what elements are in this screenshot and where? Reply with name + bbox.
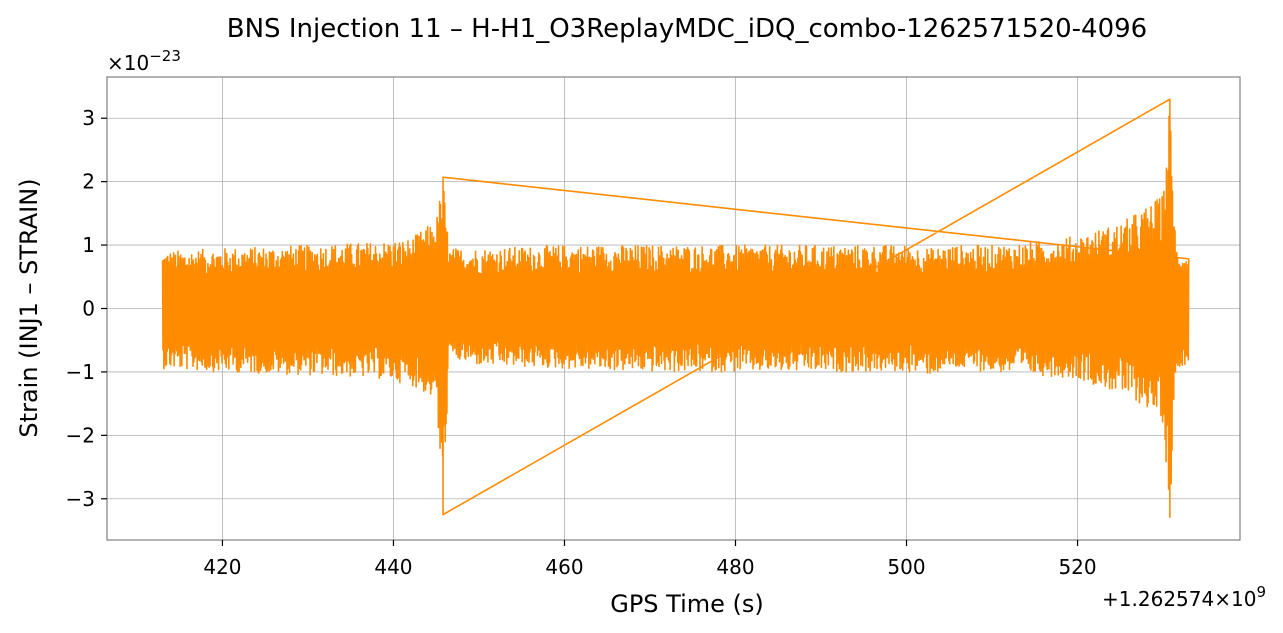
x-offset-base: +1.262574×10 [1102, 587, 1256, 611]
x-tick-label: 440 [374, 555, 412, 579]
chart-title: BNS Injection 11 – H-H1_O3ReplayMDC_iDQ_… [227, 14, 1147, 44]
x-tick-label: 420 [203, 555, 241, 579]
x-axis-label: GPS Time (s) [610, 590, 764, 618]
x-tick-label: 520 [1058, 555, 1096, 579]
x-offset: +1.262574×109 [1102, 583, 1266, 611]
y-tick-label: −3 [66, 487, 95, 511]
y-tick-label: 3 [82, 106, 95, 130]
y-tick-label: 1 [82, 233, 95, 257]
ticks: 420 440 460 480 500 520 −3 −2 −1 0 1 2 3 [66, 106, 1097, 579]
y-scale-base: ×10 [107, 51, 149, 75]
y-scale-exponent: −23 [149, 47, 181, 65]
series-group [161, 98, 1190, 518]
y-scale-factor: ×10−23 [107, 47, 181, 75]
y-axis-label: Strain (INJ1 – STRAIN) [15, 178, 43, 437]
strain-series-line [161, 98, 1190, 518]
y-tick-label: 0 [82, 297, 95, 321]
x-offset-exponent: 9 [1256, 583, 1266, 601]
x-tick-label: 460 [545, 555, 583, 579]
y-tick-label: −1 [66, 360, 95, 384]
y-tick-label: 2 [82, 170, 95, 194]
x-tick-label: 500 [887, 555, 925, 579]
x-tick-label: 480 [716, 555, 754, 579]
y-tick-label: −2 [66, 423, 95, 447]
